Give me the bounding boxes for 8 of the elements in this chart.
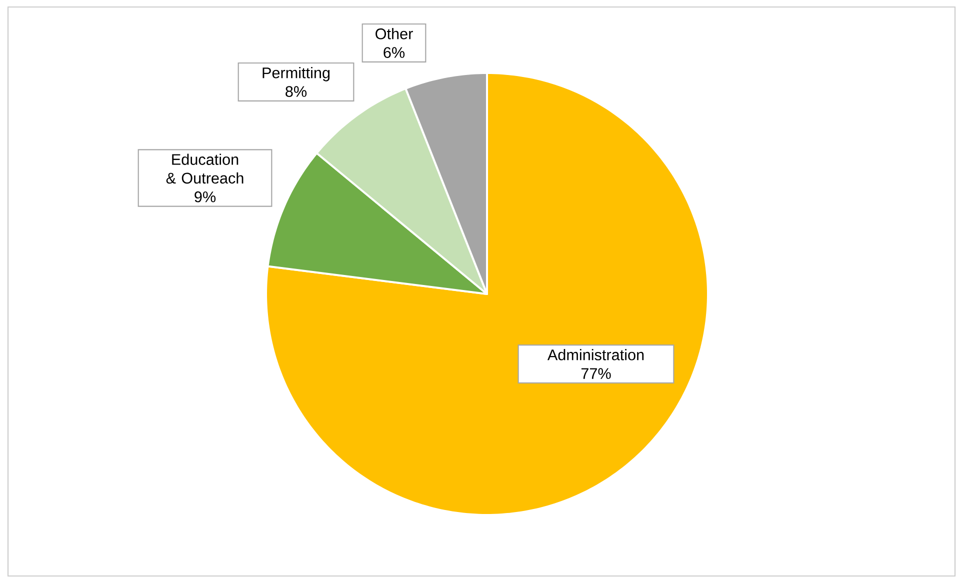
slice-label: Education & Outreach xyxy=(166,154,244,184)
data-label: 8% xyxy=(286,86,307,97)
slice-label: Administration xyxy=(547,349,644,360)
slice-label: Other xyxy=(376,28,413,40)
data-label: 6% xyxy=(384,47,405,58)
data-label: 77% xyxy=(581,368,611,379)
slice-label: Permitting xyxy=(262,67,330,82)
data-label: 9% xyxy=(194,191,216,202)
